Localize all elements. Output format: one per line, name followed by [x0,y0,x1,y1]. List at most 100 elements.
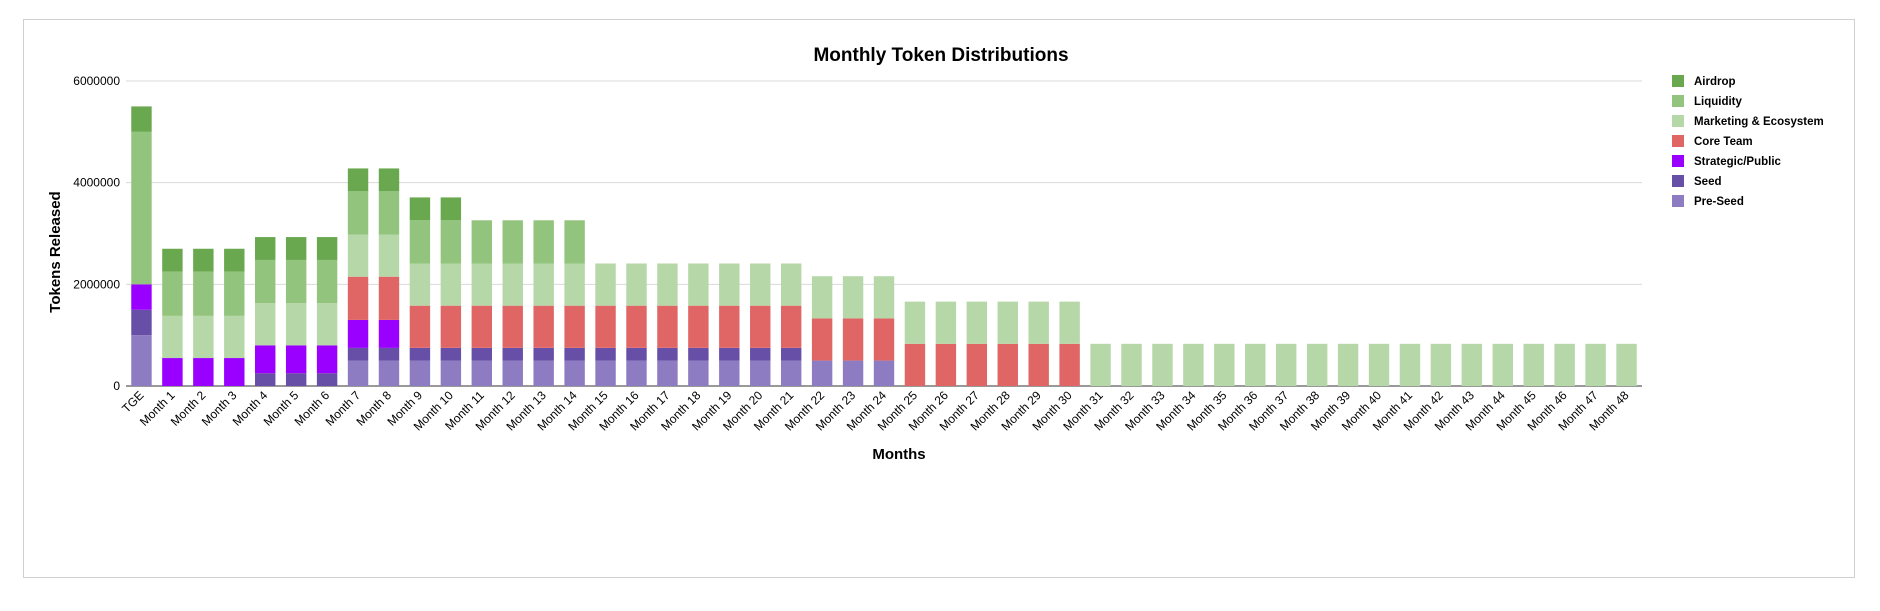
bar-segment-marketing-ecosystem [1399,343,1421,386]
legend-label: Marketing & Ecosystem [1694,116,1824,128]
bar-segment-pre-seed [811,360,833,386]
bar-segment-marketing-ecosystem [162,315,183,359]
bar-segment-marketing-ecosystem [1275,343,1297,386]
bar-segment-pre-seed [440,360,462,386]
bar-segment-seed [502,347,523,361]
y-tick-label: 0 [113,379,120,393]
legend-swatch [1672,95,1684,107]
bar-segment-marketing-ecosystem [1337,343,1359,386]
bar-segment-core-team [347,276,369,320]
bar-segment-marketing-ecosystem [285,303,307,346]
bar-segment-airdrop [316,237,338,260]
bar-segment-seed [626,347,647,361]
bar-segment-marketing-ecosystem [1492,343,1513,386]
bar-segment-core-team [904,343,926,386]
chart-svg: Monthly Token Distributions 0 2000000 4000… [47,45,1824,463]
bar-segment-core-team [626,305,647,348]
x-tick-label: TGE [119,388,146,415]
bar-segment-marketing-ecosystem [378,234,400,277]
bar-segment-pre-seed [378,360,400,386]
bar-segment-seed [440,347,462,361]
legend-label: Core Team [1694,136,1753,148]
bar-segment-core-team [811,318,833,361]
legend-swatch [1672,75,1684,87]
bar-segment-marketing-ecosystem [1461,343,1483,386]
bar-segment-marketing-ecosystem [1214,343,1235,386]
legend-label: Strategic/Public [1694,156,1782,168]
bar-segment-pre-seed [657,360,678,386]
bar-segment-core-team [935,343,957,386]
bar-segment-liquidity [564,220,585,264]
legend-swatch [1672,155,1684,167]
bar-segment-strategic-public [193,358,214,386]
bar-segment-strategic-public [347,319,369,348]
bar-segment-pre-seed [131,335,152,386]
bar-segment-pre-seed [719,360,740,386]
bars-layer [131,106,1637,386]
y-tick-label: 4000000 [73,176,120,190]
bar-segment-core-team [873,318,895,361]
bar-segment-marketing-ecosystem [255,303,276,346]
bar-segment-pre-seed [409,360,431,386]
bar-segment-seed [409,347,431,361]
bar-segment-marketing-ecosystem [1523,343,1544,386]
bar-segment-seed [131,309,152,336]
bar-segment-strategic-public [378,319,400,348]
legend-label: Liquidity [1694,96,1743,108]
bar-segment-core-team [502,305,523,348]
bar-segment-liquidity [131,131,152,285]
bar-segment-core-team [409,305,431,348]
bar-segment-seed [533,347,554,361]
bar-segment-core-team [533,305,554,348]
bar-segment-marketing-ecosystem [966,301,988,344]
bar-segment-marketing-ecosystem [316,303,338,346]
bar-segment-marketing-ecosystem [1306,343,1328,386]
chart-frame: Monthly Token Distributions 0 2000000 4000… [23,19,1855,578]
bar-segment-marketing-ecosystem [1059,301,1080,344]
bar-segment-airdrop [409,197,431,221]
bar-segment-pre-seed [873,360,895,386]
bar-segment-core-team [471,305,493,348]
bar-segment-seed [657,347,678,361]
bar-segment-marketing-ecosystem [1430,343,1452,386]
bar-segment-liquidity [316,259,338,304]
legend-swatch [1672,115,1684,127]
bar-segment-liquidity [409,220,431,264]
y-tick-label: 2000000 [73,277,120,291]
bar-segment-seed [347,347,369,361]
bar-segment-liquidity [440,220,462,264]
bar-segment-airdrop [347,168,369,192]
bar-segment-seed [316,373,338,386]
bar-segment-pre-seed [595,360,616,386]
bar-segment-airdrop [224,248,245,272]
bar-segment-liquidity [347,191,369,235]
bar-segment-marketing-ecosystem [626,263,647,306]
bar-segment-marketing-ecosystem [811,276,833,319]
legend-swatch [1672,175,1684,187]
bar-segment-marketing-ecosystem [1554,343,1575,386]
bar-segment-liquidity [255,259,276,304]
bar-segment-airdrop [378,168,400,192]
bar-segment-core-team [688,305,709,348]
bar-segment-marketing-ecosystem [842,276,864,319]
bar-segment-core-team [750,305,771,348]
bar-segment-marketing-ecosystem [935,301,957,344]
bar-segment-marketing-ecosystem [688,263,709,306]
bar-segment-marketing-ecosystem [1616,343,1637,386]
bar-segment-airdrop [440,197,462,221]
legend: Airdrop Liquidity Marketing & Ecosystem Cor… [1672,75,1824,208]
bar-segment-seed [471,347,493,361]
bar-segment-strategic-public [285,345,307,374]
bar-segment-airdrop [131,106,152,132]
bar-segment-marketing-ecosystem [440,263,462,306]
bar-segment-pre-seed [471,360,493,386]
bar-segment-marketing-ecosystem [409,263,431,306]
bar-segment-marketing-ecosystem [1028,301,1049,344]
bar-segment-liquidity [285,259,307,304]
bar-segment-pre-seed [750,360,771,386]
bar-segment-airdrop [162,248,183,272]
bar-segment-strategic-public [131,284,152,310]
bar-segment-marketing-ecosystem [1183,343,1204,386]
bar-segment-pre-seed [780,360,802,386]
bar-segment-marketing-ecosystem [1090,343,1111,386]
